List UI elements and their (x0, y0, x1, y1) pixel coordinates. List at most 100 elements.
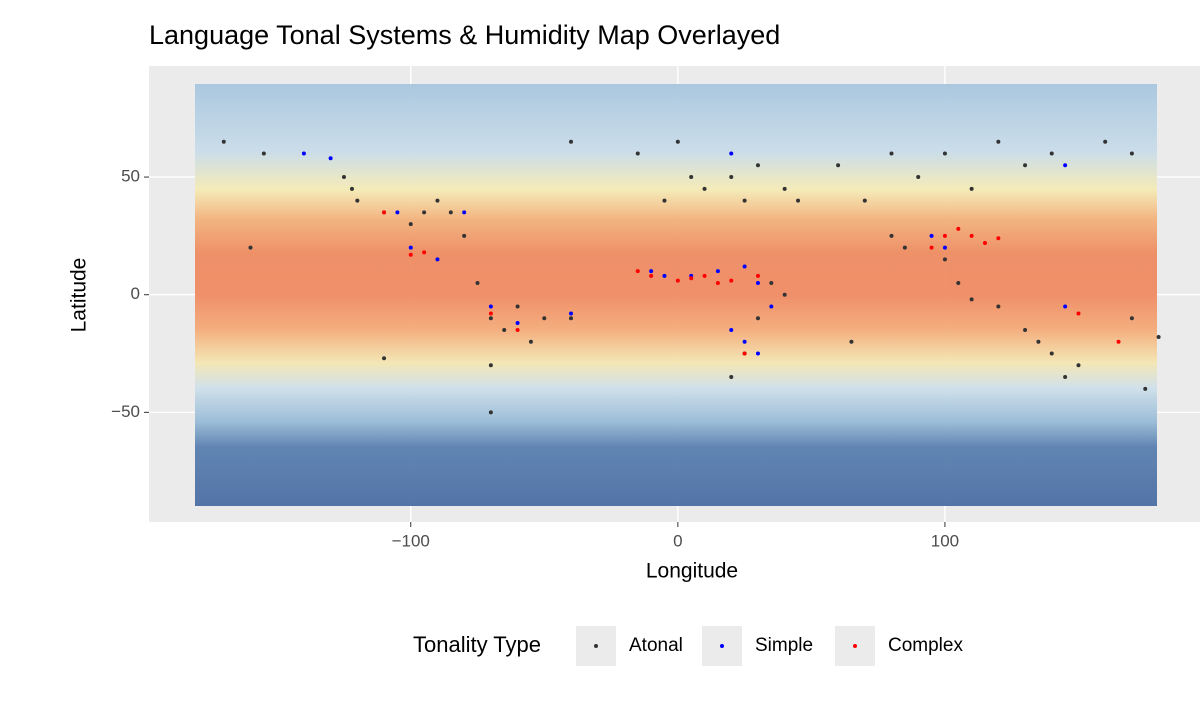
point (462, 233, 467, 238)
point (769, 280, 774, 285)
point (542, 316, 547, 321)
point (1063, 304, 1068, 309)
point (1063, 375, 1068, 380)
point (929, 245, 934, 250)
point (889, 233, 894, 238)
point (969, 233, 974, 238)
point (702, 186, 707, 191)
point (569, 316, 574, 321)
point (261, 151, 266, 156)
point (862, 198, 867, 203)
y-axis-title: Latitude (68, 258, 91, 333)
x-axis-title: Longitude (646, 560, 738, 583)
legend-swatch (853, 644, 857, 648)
point (996, 139, 1001, 144)
point (395, 210, 400, 215)
point (649, 273, 654, 278)
point (1116, 339, 1121, 344)
point (221, 139, 226, 144)
point (729, 175, 734, 180)
point (849, 339, 854, 344)
x-tick-label: 0 (673, 531, 682, 550)
legend-label: Atonal (629, 635, 683, 656)
point (435, 198, 440, 203)
point (662, 273, 667, 278)
point (1049, 351, 1054, 356)
point (515, 320, 520, 325)
point (689, 175, 694, 180)
y-tick-label: −50 (111, 402, 140, 421)
point (729, 151, 734, 156)
point (755, 316, 760, 321)
point (408, 222, 413, 227)
point (1036, 339, 1041, 344)
point (742, 339, 747, 344)
point (755, 351, 760, 356)
point (569, 139, 574, 144)
point (742, 198, 747, 203)
point (996, 236, 1001, 241)
point (996, 304, 1001, 309)
point (689, 276, 694, 281)
point (902, 245, 907, 250)
humidity-raster (195, 84, 1157, 506)
point (1049, 151, 1054, 156)
point (916, 175, 921, 180)
point (1063, 163, 1068, 168)
point (488, 304, 493, 309)
point (349, 186, 354, 191)
y-tick-label: 0 (131, 284, 140, 303)
x-tick-label: −100 (392, 531, 430, 550)
point (715, 280, 720, 285)
point (502, 328, 507, 332)
point (782, 292, 787, 297)
point (488, 311, 493, 316)
legend-label: Simple (755, 635, 813, 656)
point (729, 278, 734, 283)
point (982, 240, 987, 245)
point (1129, 316, 1134, 321)
legend-label: Complex (888, 635, 963, 656)
point (355, 198, 360, 203)
point (328, 156, 333, 161)
point (956, 280, 961, 285)
point (408, 252, 413, 257)
point (488, 363, 493, 368)
point (635, 151, 640, 156)
legend-swatch (720, 644, 724, 648)
point (462, 210, 467, 215)
point (1023, 328, 1028, 332)
point (408, 245, 413, 250)
point (742, 264, 747, 269)
point (382, 210, 387, 215)
point (675, 139, 680, 144)
chart-title: Language Tonal Systems & Humidity Map Ov… (149, 20, 780, 50)
point (942, 245, 947, 250)
point (702, 273, 707, 278)
point (782, 186, 787, 191)
point (448, 210, 453, 215)
point (248, 245, 253, 250)
point (649, 269, 654, 274)
point (956, 226, 961, 231)
point (755, 163, 760, 168)
point (528, 339, 533, 344)
point (341, 175, 346, 180)
point (301, 151, 306, 156)
point (969, 186, 974, 191)
legend-swatch (594, 644, 598, 648)
point (662, 198, 667, 203)
point (435, 257, 440, 262)
point (769, 304, 774, 309)
point (475, 280, 480, 285)
point (635, 269, 640, 274)
point (942, 257, 947, 262)
point (569, 311, 574, 316)
point (488, 410, 493, 415)
point (1103, 139, 1108, 144)
point (942, 233, 947, 238)
point (755, 280, 760, 285)
y-tick-label: 50 (121, 167, 140, 186)
point (729, 375, 734, 380)
